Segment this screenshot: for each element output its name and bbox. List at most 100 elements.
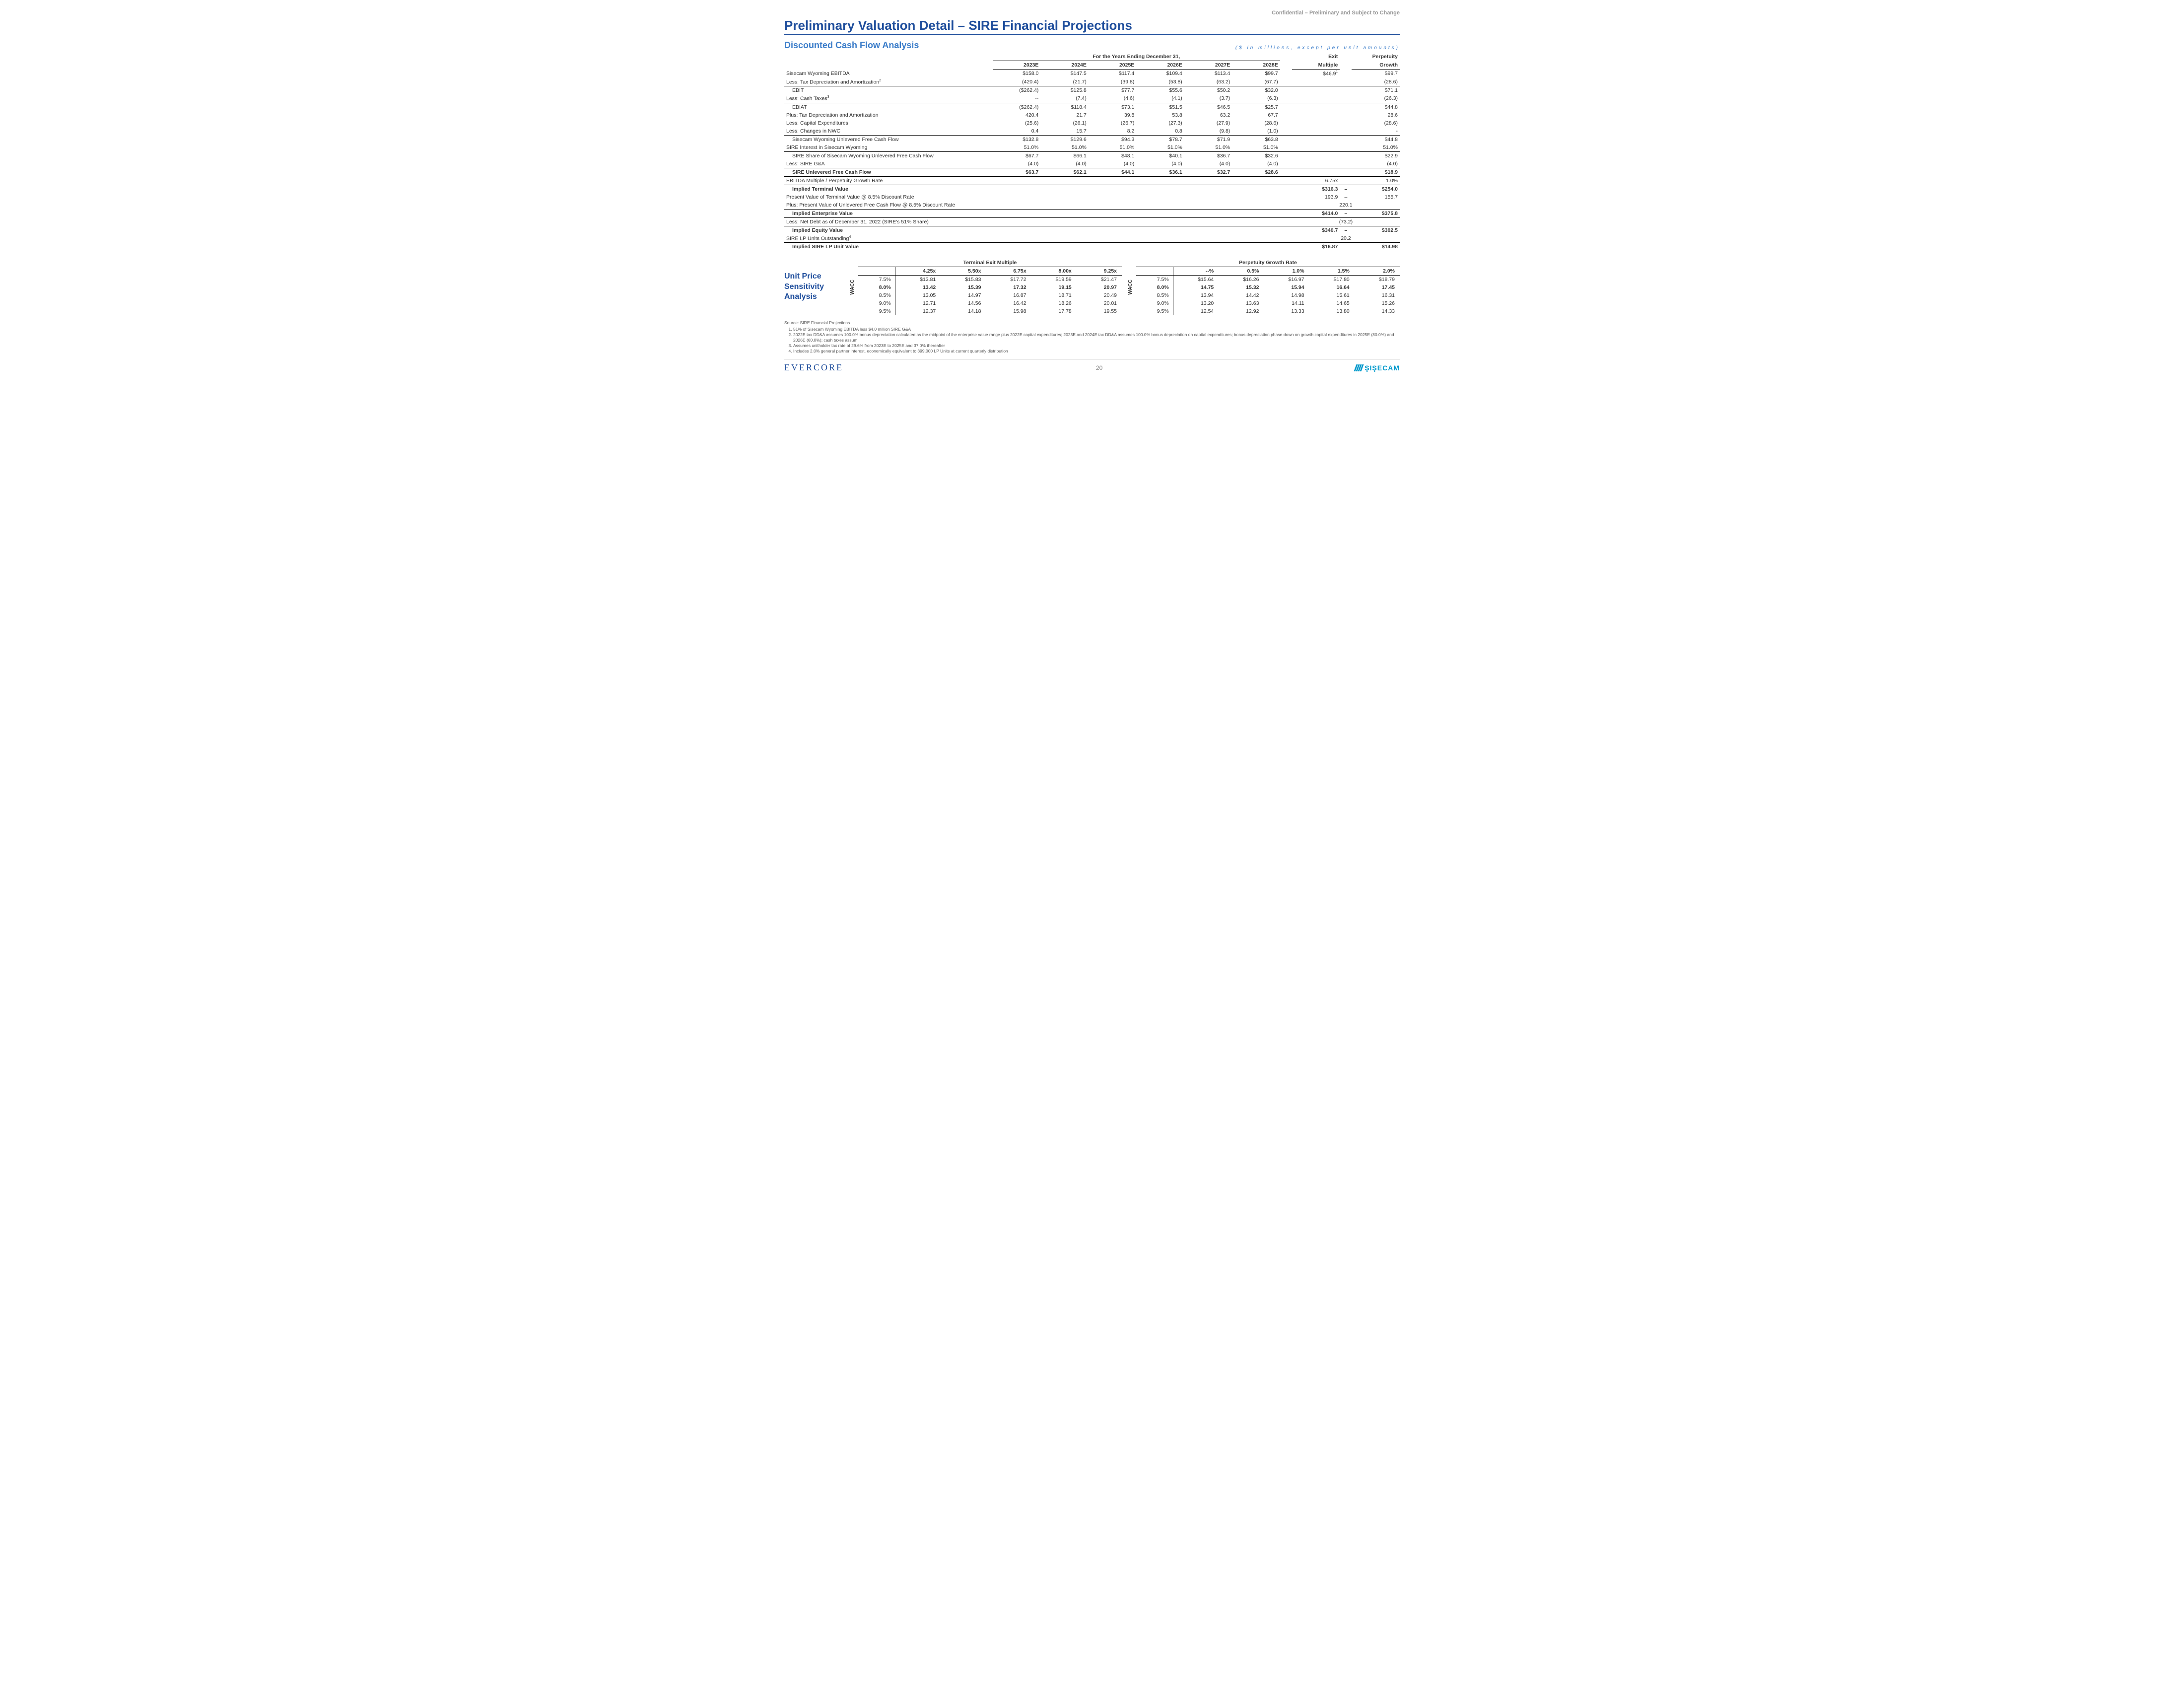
sens-row: 9.5%12.5412.9213.3313.8014.33	[1136, 307, 1400, 315]
row-label: EBIAT	[784, 103, 993, 111]
sens-cell: 15.98	[986, 307, 1031, 315]
dcf-row: Less: SIRE G&A(4.0)(4.0)(4.0)(4.0)(4.0)(…	[784, 160, 1400, 168]
row-label: SIRE LP Units Outstanding4	[784, 234, 993, 243]
dcf-row: Plus: Present Value of Unlevered Free Ca…	[784, 201, 1400, 210]
sens-cell: 17.45	[1355, 283, 1400, 291]
sisecam-text: ŞIŞECAM	[1365, 364, 1400, 372]
cell-perp: $375.8	[1352, 209, 1400, 217]
dcf-row: Less: Cash Taxes3--(7.4)(4.6)(4.1)(3.7)(…	[784, 94, 1400, 103]
sens-cell: 14.56	[941, 299, 986, 307]
cell: (3.7)	[1184, 94, 1232, 103]
sens-row: 7.5%$13.81$15.83$17.72$19.59$21.47	[858, 276, 1122, 284]
cell-exit: $46.91	[1292, 70, 1340, 78]
dcf-row: EBIT($262.4)$125.8$77.7$55.6$50.2$32.0$7…	[784, 86, 1400, 95]
cell: (63.2)	[1184, 78, 1232, 86]
row-label: SIRE Interest in Sisecam Wyoming	[784, 143, 993, 152]
cell: $113.4	[1184, 70, 1232, 78]
period-header: For the Years Ending December 31,	[993, 53, 1280, 61]
year-header: 2024E	[1040, 61, 1088, 70]
cell	[1136, 201, 1184, 210]
dcf-row: Implied SIRE LP Unit Value$16.87–$14.98	[784, 243, 1400, 251]
sens-cell: 16.87	[986, 291, 1031, 299]
row-label: Plus: Tax Depreciation and Amortization	[784, 111, 993, 119]
sens-col-header: 1.0%	[1264, 267, 1309, 276]
cell	[993, 209, 1040, 217]
sens-row-label: 9.0%	[1136, 299, 1173, 307]
wacc-axis-right: WACC	[1128, 280, 1133, 295]
cell: (26.1)	[1040, 119, 1088, 127]
cell: 51.0%	[1040, 143, 1088, 152]
cell: (67.7)	[1232, 78, 1280, 86]
cell	[1184, 226, 1232, 234]
row-label: Present Value of Terminal Value @ 8.5% D…	[784, 193, 993, 201]
cell: $99.7	[1232, 70, 1280, 78]
sens-row-label: 9.0%	[858, 299, 895, 307]
dcf-row: SIRE LP Units Outstanding4 20.2	[784, 234, 1400, 243]
sensitivity-right: WACC Perpetuity Growth Rate--%0.5%1.0%1.…	[1128, 259, 1400, 315]
cell: $158.0	[993, 70, 1040, 78]
sens-row: 8.5%13.9414.4214.9815.6116.31	[1136, 291, 1400, 299]
cell-perp: -	[1352, 127, 1400, 136]
sens-col-header: 6.75x	[986, 267, 1031, 276]
cell: ($262.4)	[993, 103, 1040, 111]
sens-cell: 15.32	[1219, 283, 1264, 291]
cell	[1040, 226, 1088, 234]
dcf-row: Sisecam Wyoming EBITDA$158.0$147.5$117.4…	[784, 70, 1400, 78]
cell: $132.8	[993, 135, 1040, 143]
year-header: 2023E	[993, 61, 1040, 70]
cell: $118.4	[1040, 103, 1088, 111]
cell: $67.7	[993, 151, 1040, 160]
cell: 67.7	[1232, 111, 1280, 119]
row-label: Implied SIRE LP Unit Value	[784, 243, 993, 251]
cell-perp: $302.5	[1352, 226, 1400, 234]
sens-cell: 13.20	[1173, 299, 1219, 307]
cell	[1232, 185, 1280, 193]
cell: $36.1	[1136, 168, 1184, 176]
cell: (4.0)	[1089, 160, 1136, 168]
cell-perp: $44.8	[1352, 103, 1400, 111]
sens-row: 8.0%14.7515.3215.9416.6417.45	[1136, 283, 1400, 291]
sens-cell: 13.33	[1264, 307, 1309, 315]
cell: $78.7	[1136, 135, 1184, 143]
sensitivity-section: Unit Price Sensitivity Analysis WACC Ter…	[784, 259, 1400, 315]
row-label: Sisecam Wyoming EBITDA	[784, 70, 993, 78]
cell: (6.3)	[1232, 94, 1280, 103]
cell-exit: 20.2	[1292, 234, 1400, 243]
cell: $94.3	[1089, 135, 1136, 143]
perp-header-bot: Growth	[1352, 61, 1400, 70]
footnote-list: 51% of Sisecam Wyoming EBITDA less $4.0 …	[784, 327, 1400, 354]
cell: $55.6	[1136, 86, 1184, 95]
dcf-row: Implied Enterprise Value$414.0–$375.8	[784, 209, 1400, 217]
sens-cell: 20.01	[1077, 299, 1122, 307]
sens-cell: 14.42	[1219, 291, 1264, 299]
cell: 63.2	[1184, 111, 1232, 119]
cell	[1136, 185, 1184, 193]
cell	[1089, 209, 1136, 217]
footnote-item: Includes 2.0% general partner interest, …	[793, 349, 1400, 354]
cell-exit: (73.2)	[1292, 217, 1400, 226]
row-label: Less: Changes in NWC	[784, 127, 993, 136]
sens-cell: 20.49	[1077, 291, 1122, 299]
cell-exit	[1292, 151, 1340, 160]
sens-cell: $13.81	[895, 276, 941, 284]
sens-cell: 13.05	[895, 291, 941, 299]
cell: $66.1	[1040, 151, 1088, 160]
cell: 51.0%	[993, 143, 1040, 152]
cell: (4.0)	[1040, 160, 1088, 168]
cell-exit: 193.9	[1292, 193, 1340, 201]
cell	[1232, 217, 1280, 226]
cell: 39.8	[1089, 111, 1136, 119]
cell	[1136, 226, 1184, 234]
cell	[1040, 201, 1088, 210]
cell: $51.5	[1136, 103, 1184, 111]
sens-cell: $17.80	[1309, 276, 1355, 284]
cell-perp: (26.3)	[1352, 94, 1400, 103]
dcf-row: Implied Equity Value$340.7–$302.5	[784, 226, 1400, 234]
sens-cell: 15.39	[941, 283, 986, 291]
row-label: Sisecam Wyoming Unlevered Free Cash Flow	[784, 135, 993, 143]
perp-header-top: Perpetuity	[1352, 53, 1400, 61]
cell-exit	[1292, 160, 1340, 168]
cell-exit	[1292, 127, 1340, 136]
section-subtitle: Discounted Cash Flow Analysis	[784, 40, 919, 51]
sens-cell: 14.98	[1264, 291, 1309, 299]
